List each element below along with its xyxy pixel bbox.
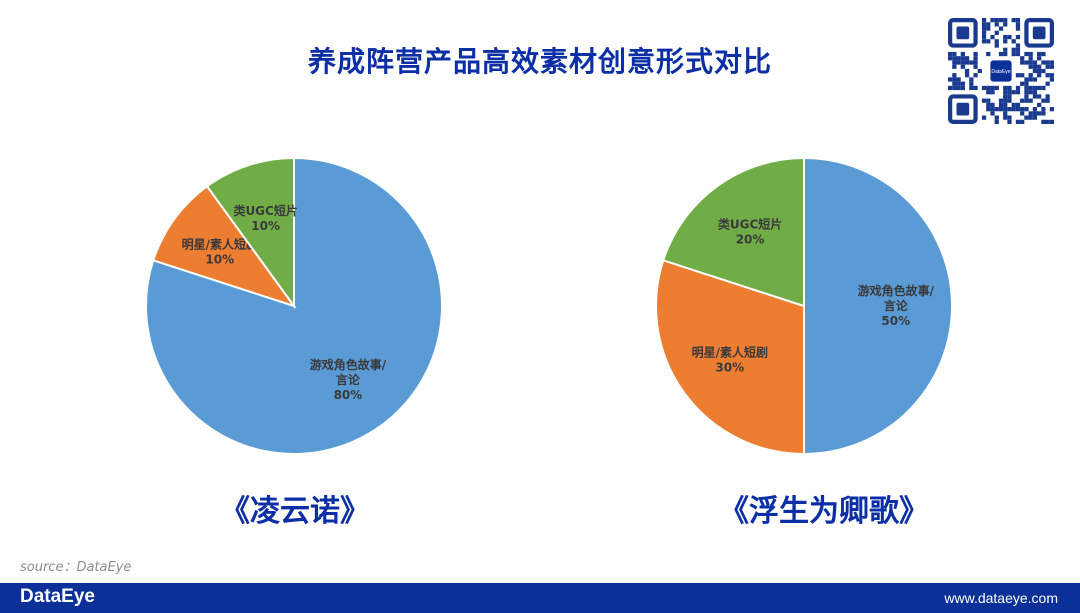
pie2-slice-1-label: 游戏角色故事/言论 50% bbox=[858, 283, 935, 328]
page-title: 养成阵营产品高效素材创意形式对比 bbox=[307, 45, 772, 78]
pie1-slice-2 bbox=[151, 184, 297, 308]
footer-brand-logo: DataEye bbox=[20, 586, 95, 607]
footer-bar: DataEye www.dataeye.com bbox=[0, 583, 1080, 613]
chart-caption-1: 《凌云诺》 bbox=[220, 494, 370, 529]
pie2-slice-2-label: 明星/素人短剧 30% bbox=[692, 344, 768, 374]
pie1-slice-3 bbox=[205, 156, 295, 310]
qr-code: DataEye bbox=[948, 18, 1054, 124]
pie2-slice-3-label: 类UGC短片 20% bbox=[718, 216, 782, 246]
footer-url: www.dataeye.com bbox=[944, 590, 1058, 606]
pie1-slice-1-label: 游戏角色故事/言论 80% bbox=[310, 357, 387, 402]
pie1-slice-2-label: 明星/素人短剧 10% bbox=[182, 237, 258, 267]
qr-center-logo: DataEye bbox=[991, 69, 1010, 75]
source-note: source：DataEye bbox=[20, 560, 132, 575]
pie1-slice-3-label: 类UGC短片 10% bbox=[233, 203, 297, 233]
chart-caption-2: 《浮生为卿歌》 bbox=[719, 494, 929, 529]
pie2-slice-3 bbox=[661, 156, 805, 308]
pie2-slice-2 bbox=[655, 259, 805, 456]
pie2-slice-1 bbox=[803, 156, 953, 456]
